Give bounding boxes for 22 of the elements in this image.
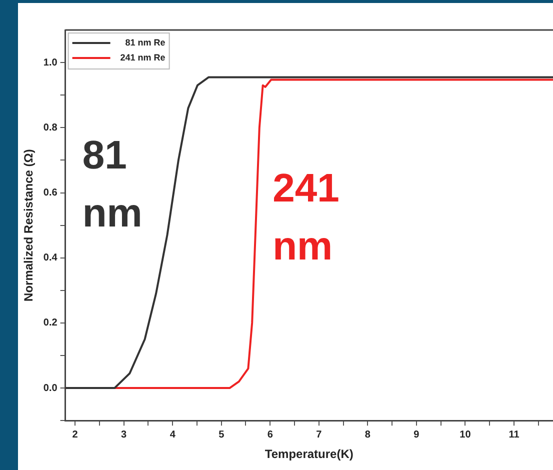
y-tick-label: 1.0 (43, 57, 58, 68)
x-tick-label: 8 (364, 429, 371, 440)
annotation: 81 nm (82, 133, 142, 236)
x-tick-label: 2 (72, 429, 78, 440)
x-tick-label: 5 (218, 429, 225, 440)
y-axis-title: Normalized Resistance (Ω) (22, 149, 36, 302)
x-tick-label: 7 (316, 429, 322, 440)
y-tick-label: 0.0 (43, 382, 58, 394)
y-tick-label: 0.2 (43, 318, 58, 329)
x-tick-label: 11 (508, 429, 520, 440)
x-tick-label: 9 (414, 429, 420, 440)
x-tick-label: 10 (460, 429, 472, 440)
y-tick-label: 0.4 (43, 252, 58, 264)
legend-label: 81 nm Re (125, 37, 166, 48)
legend-label: 241 nm Re (120, 52, 166, 62)
y-tick-label: 0.6 (43, 188, 58, 198)
y-tick-label: 0.8 (43, 122, 58, 134)
x-tick-label: 3 (121, 429, 128, 440)
annotation: 241 nm (272, 166, 340, 269)
x-tick-label: 4 (170, 429, 176, 440)
x-tick-label: 6 (267, 429, 274, 440)
x-axis-title: Temperature(K) (264, 447, 354, 462)
